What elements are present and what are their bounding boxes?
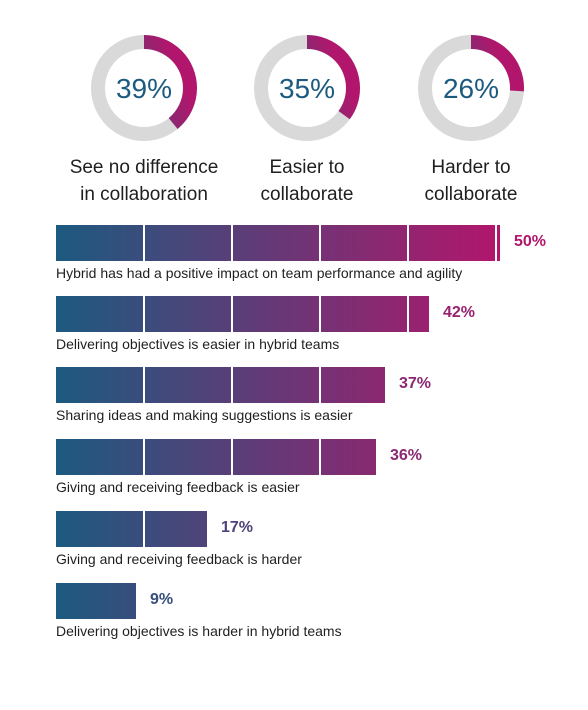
bar [56, 511, 207, 547]
bar-category-label: Delivering objectives is easier in hybri… [56, 336, 340, 352]
bar-segment-divider [407, 225, 409, 261]
bar-segment-divider [231, 367, 233, 403]
bar-category-label: Giving and receiving feedback is easier [56, 479, 300, 495]
donut-value-label: 39% [116, 73, 172, 104]
bar-segment-divider [319, 296, 321, 332]
donut-caption-line: in collaboration [80, 184, 208, 205]
bar-segment-divider [143, 367, 145, 403]
bar-segment-divider [143, 511, 145, 547]
bar-row: 9% Delivering objectives is harder in hyb… [56, 583, 576, 651]
bar [56, 583, 136, 619]
donut-caption-line: collaborate [424, 184, 518, 205]
donut-caption-line: Easier to [269, 157, 345, 178]
bar-segment-divider [495, 225, 497, 261]
bar [56, 439, 376, 475]
bar-category-label: Sharing ideas and making suggestions is … [56, 407, 353, 423]
donut-chart: 26% [418, 35, 524, 141]
bar-value-label: 42% [443, 304, 476, 321]
donut-1: 39% See no difference in collaboration [64, 28, 224, 208]
bar [56, 367, 385, 403]
bar-row: 36% Giving and receiving feedback is easi… [56, 439, 576, 507]
bar-segment-divider [143, 296, 145, 332]
bar-category-label: Delivering objectives is harder in hybri… [56, 623, 342, 639]
bar [56, 296, 429, 332]
bar-segment-divider [407, 296, 409, 332]
donut-caption: Easier to collaborate [227, 154, 387, 208]
donut-slice [418, 35, 524, 141]
donut-caption-line: collaborate [260, 184, 354, 205]
bar-category-label: Hybrid has had a positive impact on team… [56, 265, 463, 281]
donut-3: 26% Harder to collaborate [391, 28, 551, 208]
bar-segment-divider [231, 296, 233, 332]
donut-chart: 39% [91, 35, 197, 141]
donut-caption: Harder to collaborate [391, 154, 551, 208]
donut-caption-line: Harder to [431, 157, 511, 178]
donut-value-label: 35% [279, 73, 335, 104]
bar [56, 225, 500, 261]
bar-value-label: 50% [514, 233, 547, 250]
donut-chart: 35% [254, 35, 360, 141]
bar-value-label: 37% [399, 375, 432, 392]
bar-row: 17% Giving and receiving feedback is hard… [56, 511, 576, 579]
bar-row: 42% Delivering objectives is easier in hy… [56, 296, 576, 364]
bar-segment-divider [319, 439, 321, 475]
bar-segment-divider [143, 439, 145, 475]
bar-value-label: 9% [150, 591, 174, 608]
bar-segment-divider [143, 225, 145, 261]
bar-value-label: 36% [390, 447, 423, 464]
donut-slice [91, 35, 197, 141]
bar-value-label: 17% [221, 519, 254, 536]
donut-caption-line: See no difference [69, 157, 219, 178]
bar-segment-divider [231, 225, 233, 261]
donut-caption: See no difference in collaboration [64, 154, 224, 208]
bar-segment-divider [231, 439, 233, 475]
bar-row: 50% Hybrid has had a positive impact on t… [56, 225, 576, 293]
donut-slice [254, 35, 360, 141]
bar-segment-divider [319, 225, 321, 261]
donut-value-label: 26% [443, 73, 499, 104]
bar-category-label: Giving and receiving feedback is harder [56, 551, 302, 567]
bar-row: 37% Sharing ideas and making suggestions … [56, 367, 576, 435]
bar-segment-divider [319, 367, 321, 403]
donut-2: 35% Easier to collaborate [227, 28, 387, 208]
donut-row: 39% See no difference in collaboration 35% E… [0, 0, 588, 215]
